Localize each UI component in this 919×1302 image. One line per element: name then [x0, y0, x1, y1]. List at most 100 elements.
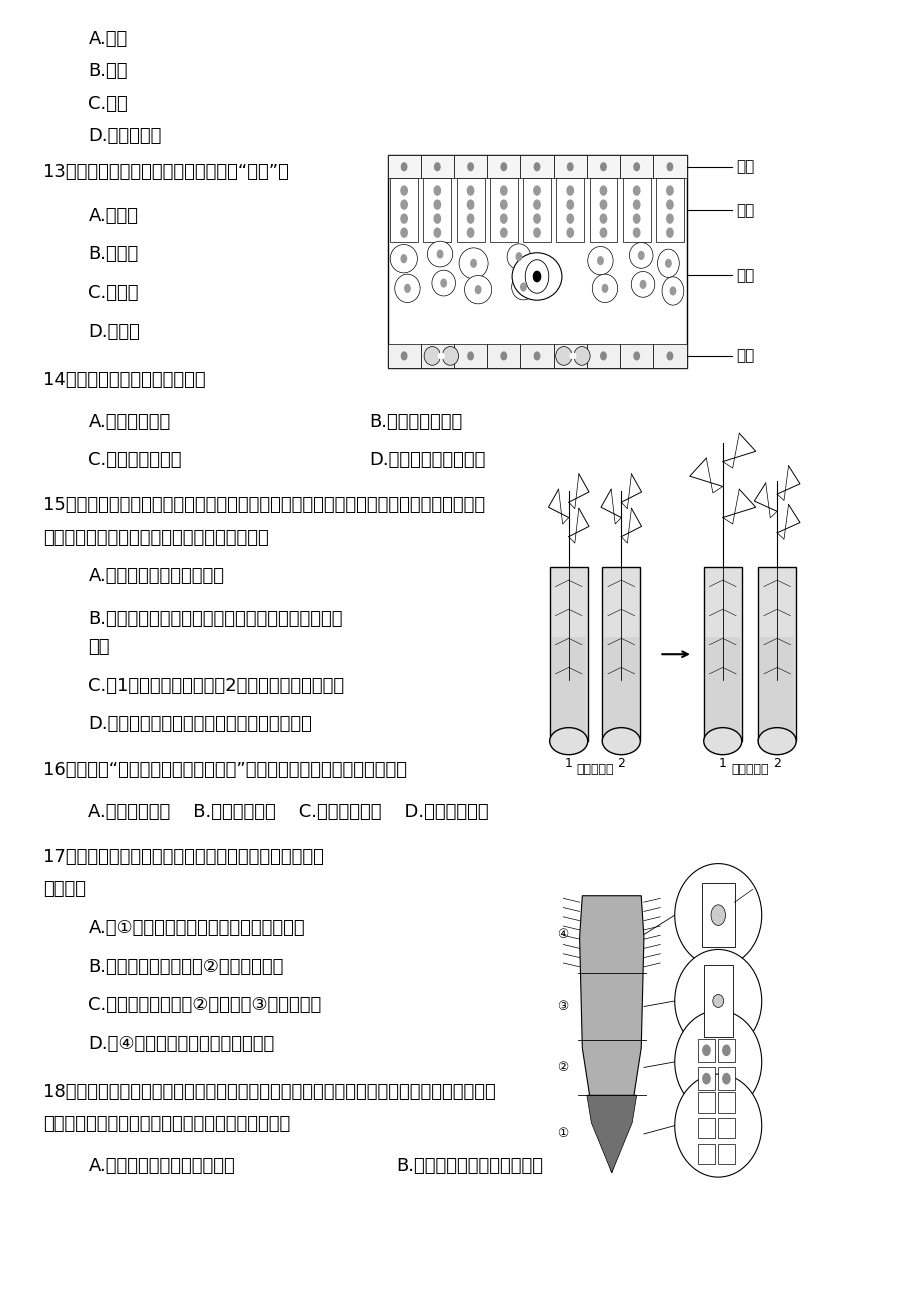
Circle shape	[722, 1074, 730, 1083]
Circle shape	[475, 286, 481, 293]
Bar	[456, 178, 484, 242]
Circle shape	[633, 228, 640, 237]
Text: B.　叶肉: B. 叶肉	[88, 245, 139, 263]
Text: 15．将两株生长情况基本相同的玉米苗，分别放在盛有等量土壤浸出液和蒸馏水的试管中培: 15．将两株生长情况基本相同的玉米苗，分别放在盛有等量土壤浸出液和蒸馏水的试管中…	[43, 496, 485, 514]
Bar	[718, 1068, 733, 1090]
Bar	[652, 155, 686, 178]
Text: 13．右图叶片结构中，植物蒸腾作用的“门户”是: 13．右图叶片结构中，植物蒸腾作用的“门户”是	[43, 163, 289, 181]
Text: C.　丙: C. 丙	[88, 95, 128, 112]
Text: 14．下列不能进行呼吸作用的是: 14．下列不能进行呼吸作用的是	[43, 371, 206, 389]
Text: B.　幼根的生长仅通过②细胞分裂完成: B. 幼根的生长仅通过②细胞分裂完成	[88, 957, 284, 975]
Circle shape	[467, 186, 473, 195]
Ellipse shape	[512, 253, 562, 301]
Bar	[604, 638, 638, 733]
Bar	[523, 178, 550, 242]
Text: D.　气孔: D. 气孔	[88, 323, 141, 341]
Text: ③: ③	[556, 1000, 567, 1013]
Bar	[703, 965, 732, 1038]
Circle shape	[722, 1046, 730, 1056]
Bar	[589, 178, 617, 242]
Text: D.　④是吸收水和无机盐的主要部位: D. ④是吸收水和无机盐的主要部位	[88, 1035, 275, 1053]
Circle shape	[599, 228, 606, 237]
Ellipse shape	[674, 1074, 761, 1177]
Circle shape	[534, 352, 539, 359]
Circle shape	[567, 352, 573, 359]
Circle shape	[533, 271, 540, 281]
Bar	[757, 568, 795, 741]
Bar	[619, 344, 652, 367]
Bar	[698, 1143, 714, 1164]
Circle shape	[440, 279, 446, 286]
Text: A.　都具有根、茎、叶的分化: A. 都具有根、茎、叶的分化	[88, 1157, 235, 1176]
Ellipse shape	[674, 1010, 761, 1113]
Circle shape	[500, 186, 506, 195]
Text: D.　刚孵化出来的小鸡: D. 刚孵化出来的小鸡	[369, 452, 485, 469]
Circle shape	[567, 163, 573, 171]
Bar	[487, 155, 520, 178]
Circle shape	[665, 259, 670, 267]
Bar	[602, 568, 640, 741]
Ellipse shape	[592, 275, 617, 302]
Circle shape	[533, 201, 539, 210]
Text: 叶肉: 叶肉	[735, 203, 754, 217]
Bar	[550, 568, 587, 741]
Circle shape	[710, 905, 725, 926]
Circle shape	[434, 163, 439, 171]
Ellipse shape	[431, 271, 455, 296]
Text: D.　土壤浸出液可为玉米生长提供多种无机盐: D. 土壤浸出液可为玉米生长提供多种无机盐	[88, 715, 312, 733]
Circle shape	[599, 201, 606, 210]
Circle shape	[471, 259, 476, 267]
Circle shape	[516, 253, 521, 260]
Circle shape	[600, 163, 606, 171]
Circle shape	[434, 186, 440, 195]
Circle shape	[404, 284, 410, 292]
Bar	[652, 344, 686, 367]
Bar	[718, 1039, 733, 1062]
Text: 显得生趣盎然。下列关于这三类植物的说法错误的是: 显得生趣盎然。下列关于这三类植物的说法错误的是	[43, 1115, 290, 1133]
Bar	[553, 155, 586, 178]
Ellipse shape	[459, 247, 488, 279]
Circle shape	[500, 201, 506, 210]
Text: 2: 2	[772, 756, 780, 769]
Bar	[698, 1039, 714, 1062]
Text: 养一段时间，结果如图所示。下列分析正确的是: 养一段时间，结果如图所示。下列分析正确的是	[43, 529, 268, 547]
Circle shape	[534, 163, 539, 171]
Bar	[387, 155, 420, 178]
Text: A.　表皮: A. 表皮	[88, 207, 139, 225]
Circle shape	[501, 352, 506, 359]
Bar	[705, 638, 739, 733]
Bar	[520, 344, 553, 367]
Ellipse shape	[427, 241, 452, 267]
Text: 16．农谚说“庄稼一枝花，全靠肥当家”，植物生长需要量最多的无机盐是: 16．农谚说“庄稼一枝花，全靠肥当家”，植物生长需要量最多的无机盐是	[43, 760, 407, 779]
Circle shape	[401, 255, 406, 263]
Ellipse shape	[657, 249, 678, 277]
Text: B.　乙: B. 乙	[88, 62, 128, 81]
Bar	[453, 155, 487, 178]
Bar	[622, 178, 650, 242]
Ellipse shape	[662, 277, 683, 305]
Text: ④: ④	[556, 928, 567, 941]
Circle shape	[600, 352, 606, 359]
Circle shape	[401, 352, 406, 359]
Circle shape	[640, 280, 645, 288]
Circle shape	[533, 214, 539, 223]
Ellipse shape	[550, 728, 587, 755]
Polygon shape	[579, 896, 643, 1173]
Text: 1: 1	[718, 756, 726, 769]
Ellipse shape	[629, 242, 652, 268]
Circle shape	[666, 186, 673, 195]
Bar	[759, 638, 793, 733]
Circle shape	[599, 186, 606, 195]
Bar	[718, 1092, 733, 1113]
Bar	[453, 344, 487, 367]
Text: 相同: 相同	[88, 638, 110, 656]
Circle shape	[533, 228, 539, 237]
Text: ②: ②	[556, 1061, 567, 1074]
Bar	[698, 1092, 714, 1113]
Circle shape	[566, 214, 573, 223]
Ellipse shape	[712, 995, 723, 1008]
Ellipse shape	[602, 728, 640, 755]
Circle shape	[468, 163, 472, 171]
Ellipse shape	[630, 272, 654, 297]
Bar	[489, 178, 517, 242]
